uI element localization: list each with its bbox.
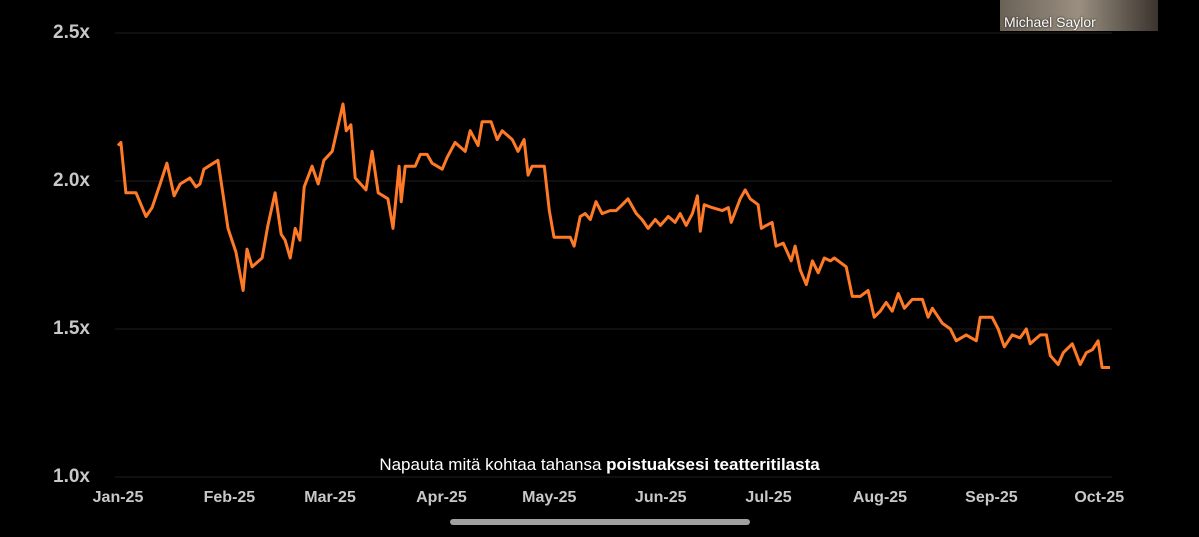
x-tick-label: Aug-25 (853, 489, 907, 506)
webcam-thumbnail[interactable]: Michael Saylor (1000, 0, 1158, 31)
caption-bold: poistuaksesi teatteritilasta (606, 455, 820, 474)
y-tick-label: 1.5x (53, 318, 90, 339)
caption-text: Napauta mitä kohtaa tahansa (379, 455, 602, 474)
x-tick-label: May-25 (522, 489, 576, 506)
y-tick-label: 1.0x (53, 466, 90, 487)
x-tick-label: Feb-25 (204, 489, 256, 506)
x-tick-label: Mar-25 (304, 489, 356, 506)
x-tick-label: Jun-25 (635, 489, 687, 506)
y-tick-label: 2.0x (53, 170, 90, 191)
data-line (116, 102, 1110, 369)
x-tick-label: Jan-25 (93, 489, 144, 506)
home-indicator[interactable] (450, 519, 750, 525)
x-tick-label: Sep-25 (965, 489, 1018, 506)
caption: Napauta mitä kohtaa tahansa poistuaksesi… (0, 455, 1199, 475)
x-tick-label: Jul-25 (745, 489, 791, 506)
x-tick-label: Oct-25 (1074, 489, 1124, 506)
webcam-name: Michael Saylor (1004, 14, 1096, 30)
x-tick-label: Apr-25 (416, 489, 467, 506)
y-tick-label: 2.5x (53, 22, 90, 43)
